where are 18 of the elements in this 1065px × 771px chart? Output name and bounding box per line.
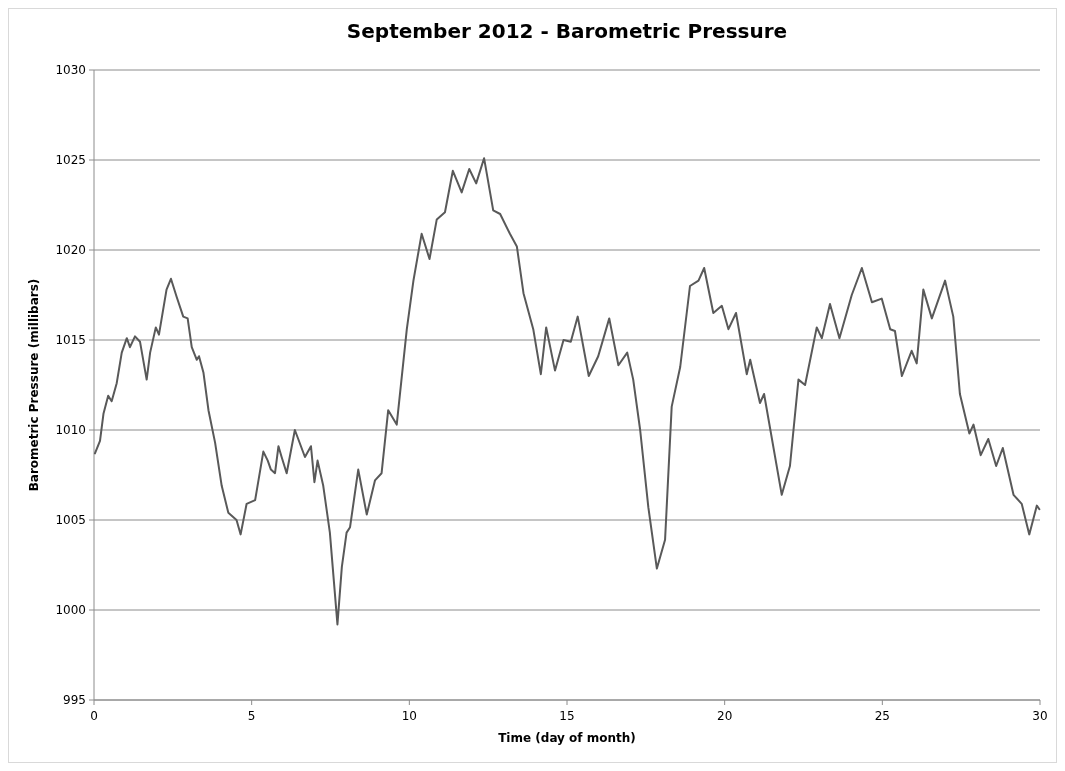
chart-title: September 2012 - Barometric Pressure — [346, 19, 788, 43]
y-tick-label: 1020 — [55, 243, 86, 258]
x-tick-label: 10 — [401, 709, 417, 723]
y-tick-label: 1030 — [55, 63, 86, 78]
x-tick-label: 15 — [559, 709, 575, 723]
y-tick-label: 1010 — [55, 423, 86, 438]
x-axis-title: Time (day of month) — [498, 731, 636, 745]
y-tick-label: 1025 — [55, 153, 86, 168]
y-axis-title: Barometric Pressure (millibars) — [27, 278, 41, 492]
x-tick-label: 20 — [717, 709, 733, 723]
y-tick-label: 995 — [63, 693, 86, 708]
y-tick-label: 1005 — [55, 513, 86, 528]
x-tick-label: 30 — [1032, 709, 1048, 723]
y-tick-label: 1000 — [55, 603, 86, 618]
x-tick-label: 0 — [90, 709, 98, 723]
x-tick-label: 5 — [247, 709, 256, 723]
x-tick-label: 25 — [874, 709, 890, 723]
y-tick-label: 1015 — [55, 333, 86, 348]
